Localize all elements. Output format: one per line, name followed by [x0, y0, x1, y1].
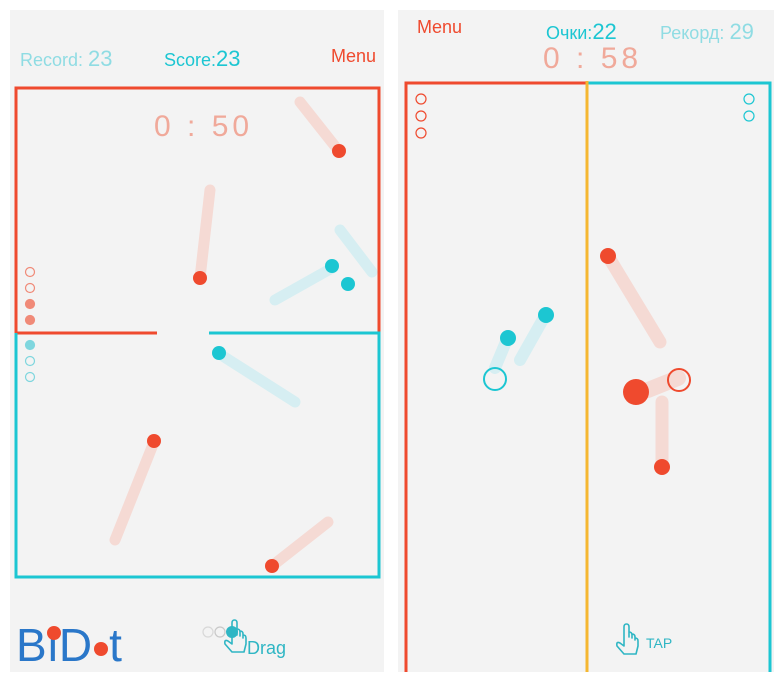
ball-trail: [601, 249, 667, 349]
teal-ball[interactable]: [538, 307, 554, 323]
left-playfield[interactable]: [10, 10, 384, 672]
life-filled: [24, 339, 36, 351]
red-ball[interactable]: [265, 559, 279, 573]
logo-dot: [46, 625, 61, 640]
logo-letter: i: [47, 619, 59, 671]
score-value: 22: [592, 19, 617, 44]
ball-trail: [640, 370, 686, 398]
life-empty: [415, 93, 427, 105]
red-ball[interactable]: [332, 144, 346, 158]
right-game-screen[interactable]: Menu Очки:22 Рекорд: 29: [398, 10, 774, 672]
right-playfield[interactable]: [398, 10, 774, 672]
red-ball[interactable]: [193, 271, 207, 285]
bidot-logo: BiD t: [16, 618, 123, 672]
red-zone-border: [404, 81, 587, 672]
life-empty: [24, 371, 36, 383]
menu-button[interactable]: Menu: [417, 17, 463, 37]
record-value: 29: [729, 19, 754, 44]
life-empty: [24, 266, 36, 278]
red-ball-large[interactable]: [623, 379, 649, 405]
teal-ball[interactable]: [325, 259, 339, 273]
logo-dot: [94, 641, 109, 656]
timer: 0 : 50: [154, 110, 254, 143]
hand-pointer-icon: [616, 623, 639, 655]
teal-ball[interactable]: [341, 277, 355, 291]
red-zone-border: [14, 86, 381, 335]
life-empty: [743, 93, 755, 105]
record-label: Рекорд:: [660, 23, 725, 43]
teal-ball[interactable]: [500, 330, 516, 346]
score-value: 23: [216, 46, 241, 71]
teal-lives-indicator: [24, 339, 36, 383]
ball-trail: [266, 516, 334, 572]
ball-trail: [194, 184, 216, 284]
timer: 0 : 58: [543, 42, 643, 75]
ball-trail: [109, 436, 160, 546]
teal-zone-border: [587, 81, 772, 672]
left-game-screen[interactable]: Record: 23 Score:23 Menu: [10, 10, 384, 672]
teal-lives-indicator: [743, 93, 755, 122]
hint-trail-circle: [214, 626, 226, 638]
hint-trail-circle: [202, 626, 214, 638]
logo-letter: t: [109, 619, 123, 671]
teal-zone-border: [14, 331, 381, 579]
score-display: Score:23: [164, 46, 241, 72]
tap-hint-label: TAP: [646, 635, 673, 651]
red-target-ring[interactable]: [667, 368, 691, 392]
drag-hint-label: Drag: [247, 638, 287, 658]
ball-trail: [212, 347, 301, 408]
teal-target-ring[interactable]: [483, 367, 507, 391]
score-label: Score:: [164, 50, 217, 70]
score-display: Очки:22: [546, 19, 617, 45]
ball-trail: [334, 224, 378, 278]
life-empty: [24, 282, 36, 294]
hand-pointer-icon: [224, 619, 247, 653]
teal-ball[interactable]: [212, 346, 226, 360]
record-display: Рекорд: 29: [660, 19, 754, 45]
menu-button[interactable]: Menu: [331, 46, 377, 66]
life-empty: [743, 110, 755, 122]
life-empty: [415, 110, 427, 122]
red-ball[interactable]: [147, 434, 161, 448]
logo-letter: B: [16, 619, 48, 671]
life-filled: [24, 314, 36, 326]
life-empty: [415, 127, 427, 139]
score-label: Очки:: [546, 23, 593, 43]
life-empty: [24, 355, 36, 367]
record-label: Record:: [20, 50, 84, 70]
red-ball[interactable]: [600, 248, 616, 264]
red-ball[interactable]: [654, 459, 670, 475]
ball-trail: [269, 262, 338, 306]
record-display: Record: 23: [20, 46, 113, 72]
life-filled: [24, 298, 36, 310]
red-lives-indicator: [415, 93, 427, 139]
record-value: 23: [88, 46, 113, 71]
ball-trail: [294, 96, 344, 156]
logo-letter: D: [58, 619, 94, 671]
red-lives-indicator: [24, 266, 36, 326]
